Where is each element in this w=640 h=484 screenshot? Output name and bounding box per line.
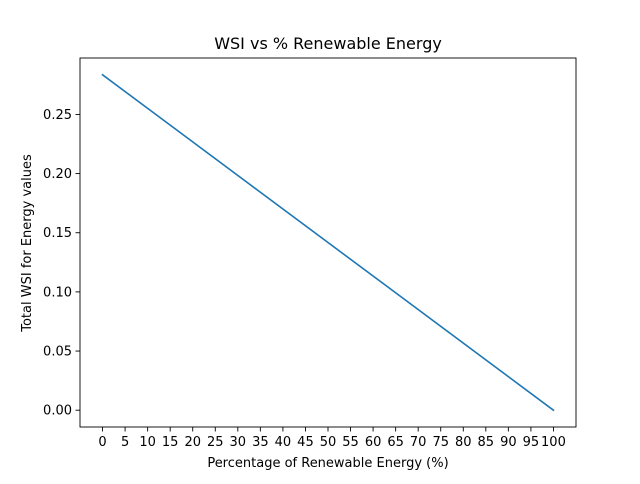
x-tick-label-11: 55 xyxy=(342,435,359,450)
x-tick-label-4: 20 xyxy=(184,435,201,450)
chart-title: WSI vs % Renewable Energy xyxy=(214,34,442,53)
x-tick-label-10: 50 xyxy=(320,435,337,450)
x-tick-label-12: 60 xyxy=(365,435,382,450)
y-tick-label-1: 0.05 xyxy=(43,345,72,360)
x-tick-label-0: 0 xyxy=(98,435,106,450)
x-tick-label-19: 95 xyxy=(523,435,540,450)
series-line-0 xyxy=(101,73,555,412)
x-tick-label-14: 70 xyxy=(410,435,427,450)
x-tick-label-7: 35 xyxy=(252,435,269,450)
x-tick-label-6: 30 xyxy=(230,435,247,450)
plot-area: 0 5 10 15 20 25 30 35 40 45 50 55 60 65 70 75 80 85 90 95 10… xyxy=(43,57,577,450)
y-axis-label: Total WSI for Energy values xyxy=(20,154,35,333)
y-tick-label-5: 0.25 xyxy=(43,108,72,123)
x-tick-label-16: 80 xyxy=(455,435,472,450)
y-tick-label-0: 0.00 xyxy=(43,404,72,419)
x-tick-label-18: 90 xyxy=(500,435,517,450)
x-axis-label: Percentage of Renewable Energy (%) xyxy=(207,456,448,471)
y-tick-label-4: 0.20 xyxy=(43,167,72,182)
x-tick-label-2: 10 xyxy=(139,435,156,450)
x-tick-label-20: 100 xyxy=(541,435,566,450)
y-tick-label-2: 0.10 xyxy=(43,285,72,300)
x-tick-label-8: 40 xyxy=(275,435,292,450)
x-tick-label-1: 5 xyxy=(121,435,129,450)
y-tick-label-3: 0.15 xyxy=(43,226,72,241)
x-tick-label-17: 85 xyxy=(478,435,495,450)
x-tick-label-9: 45 xyxy=(297,435,314,450)
x-tick-label-5: 25 xyxy=(207,435,224,450)
x-tick-label-3: 15 xyxy=(162,435,179,450)
x-tick-label-13: 65 xyxy=(387,435,404,450)
x-tick-label-15: 75 xyxy=(432,435,449,450)
